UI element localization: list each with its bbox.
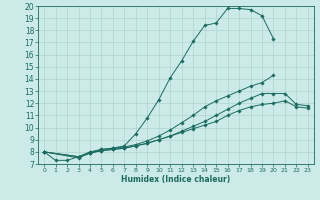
X-axis label: Humidex (Indice chaleur): Humidex (Indice chaleur)	[121, 175, 231, 184]
